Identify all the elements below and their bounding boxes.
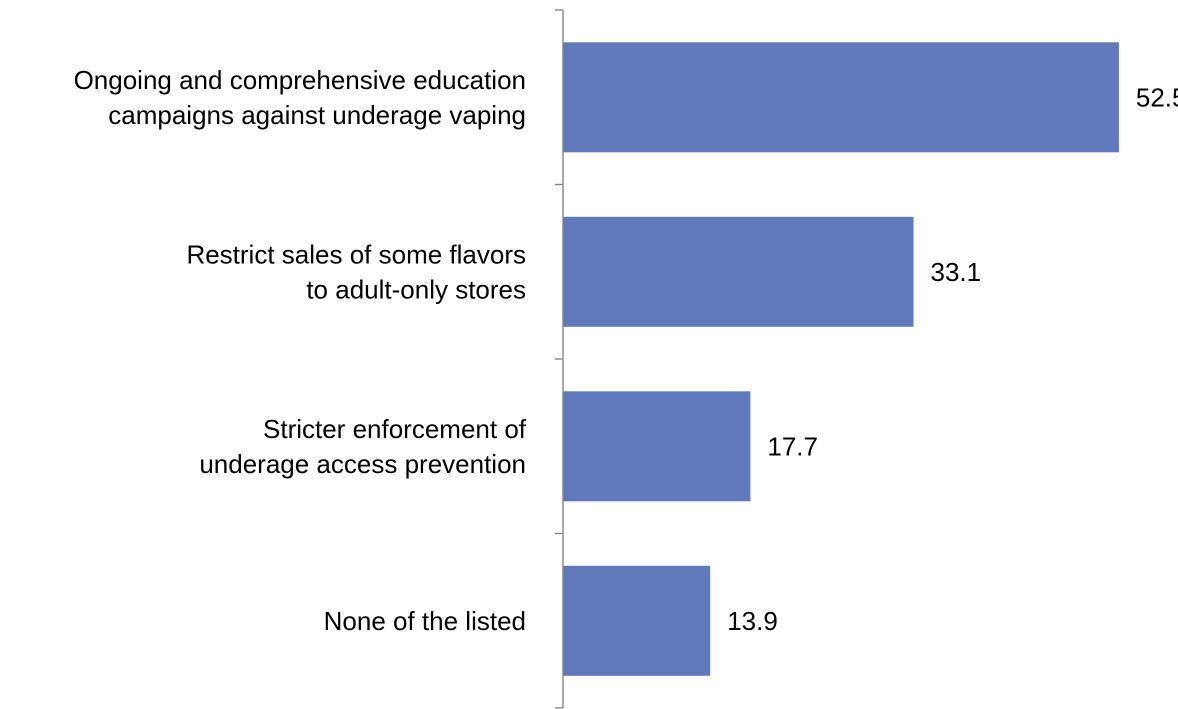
bar-3 bbox=[563, 565, 711, 676]
category-label-3: None of the listed bbox=[324, 606, 526, 636]
bar-2 bbox=[563, 391, 751, 502]
category-label-line: campaigns against underage vaping bbox=[108, 100, 526, 130]
bars-group bbox=[563, 42, 1119, 676]
value-labels: 52.5 33.1 17.7 13.9 bbox=[727, 82, 1178, 636]
category-label-line: Restrict sales of some flavors bbox=[186, 239, 526, 269]
category-label-0: Ongoing and comprehensive education campa… bbox=[74, 65, 526, 130]
category-labels: Ongoing and comprehensive education campa… bbox=[74, 65, 527, 636]
category-label-line: Ongoing and comprehensive education bbox=[74, 65, 526, 95]
category-label-line: to adult-only stores bbox=[306, 274, 526, 304]
category-label-1: Restrict sales of some flavors to adult-o… bbox=[186, 239, 526, 304]
bar-0 bbox=[563, 42, 1119, 153]
value-label-1: 33.1 bbox=[931, 257, 982, 287]
bar-1 bbox=[563, 216, 914, 327]
value-label-2: 17.7 bbox=[767, 431, 818, 461]
value-label-0: 52.5 bbox=[1136, 82, 1178, 112]
category-axis bbox=[555, 9, 564, 709]
category-label-line: Stricter enforcement of bbox=[263, 414, 527, 444]
category-label-2: Stricter enforcement of underage access p… bbox=[199, 414, 526, 479]
category-label-line: None of the listed bbox=[324, 606, 526, 636]
value-label-3: 13.9 bbox=[727, 606, 778, 636]
category-label-line: underage access prevention bbox=[199, 449, 526, 479]
